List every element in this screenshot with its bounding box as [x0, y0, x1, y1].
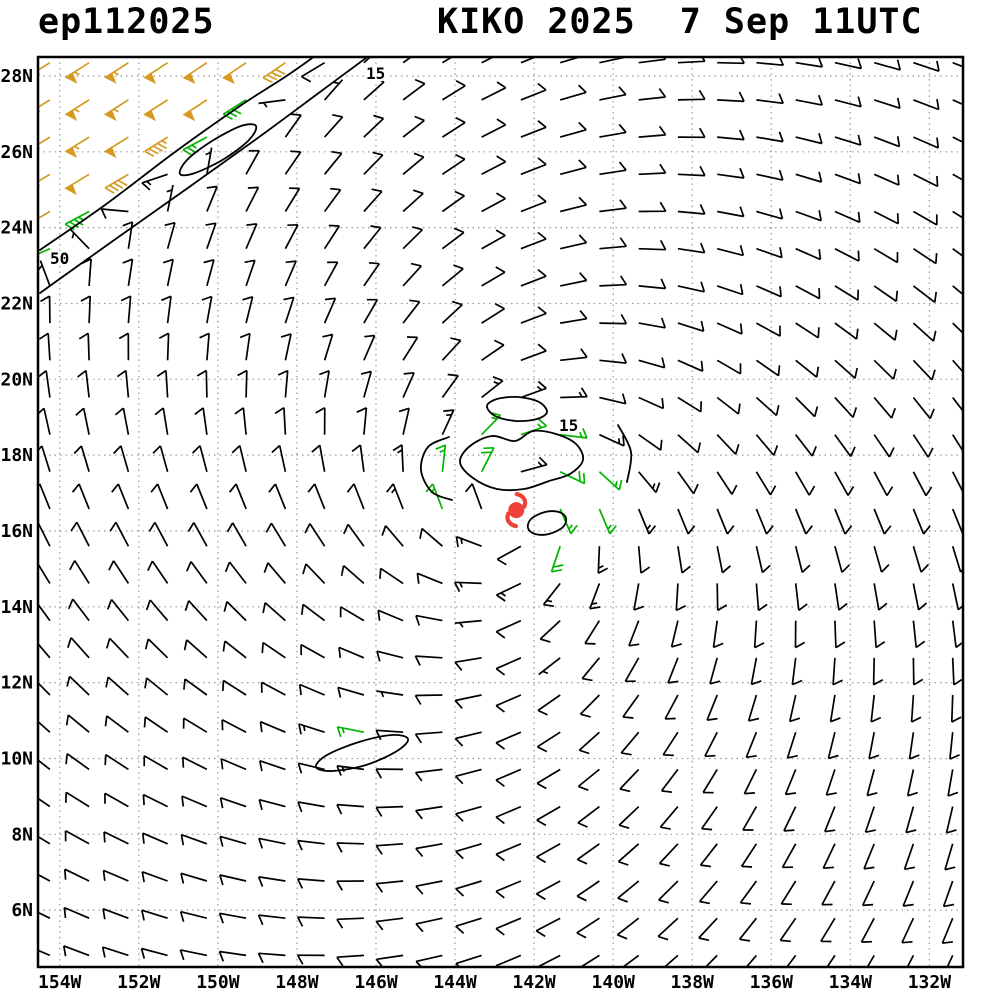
chart-title: KIKO 2025 7 Sep 11UTC: [437, 2, 923, 42]
plot-border: [36, 55, 965, 969]
isotach-label: 50: [50, 249, 69, 268]
storm-symbol: [505, 492, 528, 529]
isotach-50-nw: [39, 57, 316, 251]
lon-tick-label: 138W: [671, 972, 715, 989]
lat-tick-label: 12N: [0, 673, 33, 694]
lon-tick-label: 140W: [592, 972, 636, 989]
lat-tick-label: 16N: [0, 521, 33, 542]
lat-tick-label: 18N: [0, 445, 33, 466]
lat-tick-label: 20N: [0, 369, 33, 390]
lon-tick-label: 144W: [433, 972, 477, 989]
lon-tick-label: 142W: [512, 972, 556, 989]
isotach-oval-e: [526, 510, 568, 536]
isotach-15-sw: [315, 734, 409, 772]
lat-tick-label: 26N: [0, 142, 33, 163]
lat-tick-label: 24N: [0, 218, 33, 239]
lon-tick-label: 154W: [38, 972, 82, 989]
isotach-label: 15: [559, 416, 578, 435]
storm-symbol-arm: [505, 511, 518, 529]
storm-symbol-arm: [514, 492, 528, 509]
lon-tick-label: 148W: [275, 972, 319, 989]
lon-tick-label: 132W: [908, 972, 952, 989]
lat-tick-label: 8N: [11, 824, 33, 845]
lon-tick-label: 152W: [117, 972, 161, 989]
isotach-15-center: [459, 429, 585, 492]
lon-tick-label: 134W: [829, 972, 873, 989]
storm-id-title: ep112025: [38, 2, 215, 42]
isotach-label: 15: [366, 64, 385, 83]
lon-tick-label: 146W: [354, 972, 398, 989]
storm-center-dot: [508, 502, 525, 519]
isotach-15-nw: [39, 57, 367, 294]
lat-tick-label: 10N: [0, 749, 33, 770]
isotach-contours: [39, 57, 633, 772]
lon-tick-label: 150W: [196, 972, 240, 989]
isotach-hook-w: [420, 436, 453, 501]
grid-lines: [38, 57, 963, 967]
lon-tick-label: 136W: [750, 972, 794, 989]
lat-tick-label: 28N: [0, 66, 33, 87]
lat-tick-label: 22N: [0, 294, 33, 315]
lat-axis-labels: 28N 26N 24N 22N 20N 18N 16N 14N 12N 10N 8N 6N: [0, 66, 33, 921]
lat-tick-label: 14N: [0, 597, 33, 618]
isotach-oval-n: [486, 395, 548, 423]
isotach-50-cell-nw: [178, 123, 258, 177]
lat-tick-label: 6N: [11, 900, 33, 921]
isotach-arc-e: [617, 424, 633, 483]
isotach-labels: 50 15 15: [48, 62, 581, 438]
wind-barbs: [38, 57, 963, 967]
lon-axis-labels: 154W 152W 150W 148W 146W 144W 142W 140W 138W 136W…: [38, 972, 951, 989]
